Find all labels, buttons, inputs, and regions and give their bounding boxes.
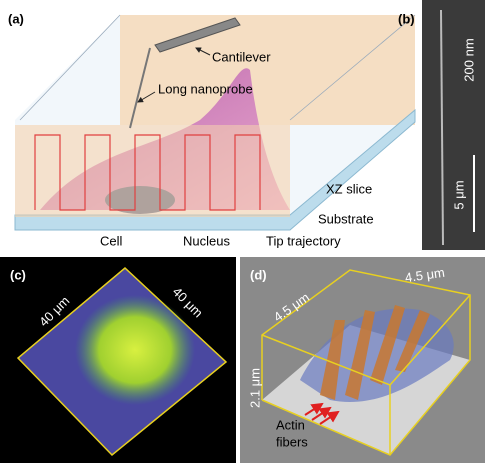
- arrow: [319, 410, 340, 425]
- panel-b: (b) 200 nm 5 μm: [398, 0, 485, 250]
- label: Cell: [100, 233, 123, 248]
- panel-a: (a) Cantilever Long nanoprobe XZ slice S…: [8, 11, 416, 248]
- pointer: [195, 47, 211, 56]
- label: Tip trajectory: [266, 233, 341, 248]
- label: fibers: [276, 434, 308, 449]
- probe: [440, 9, 444, 246]
- label: 2.1 μm: [247, 368, 262, 408]
- panel-c: (c) 40 μm 40 μm: [0, 257, 236, 463]
- cell: [75, 295, 195, 405]
- label: XZ slice: [326, 181, 372, 196]
- panel-label: (c): [10, 267, 26, 282]
- panel-label: (a): [8, 11, 24, 26]
- back-plane: [120, 15, 415, 125]
- panel-label: (d): [250, 267, 267, 282]
- arrow: [311, 406, 332, 421]
- pointer: [137, 91, 156, 103]
- label: Actin: [276, 417, 305, 432]
- cantilever: [154, 17, 241, 53]
- arrow: [304, 402, 324, 416]
- edge: [289, 14, 416, 121]
- label: Nucleus: [183, 233, 230, 248]
- label: 200 nm: [461, 38, 476, 81]
- actin-fibers: [320, 305, 430, 400]
- label: Long nanoprobe: [158, 81, 253, 96]
- label: 4.5 μm: [404, 265, 446, 285]
- sem-image: [422, 0, 485, 250]
- panel-label: (b): [398, 11, 415, 26]
- trajectory: [34, 134, 261, 211]
- edge: [19, 14, 121, 121]
- label: Cantilever: [212, 49, 271, 64]
- label: 5 μm: [451, 180, 466, 209]
- xz-slice: [15, 125, 290, 217]
- panel-d: (d) 4.5 μm 4.5 μm 2.1 μm Actin fibers: [240, 257, 485, 463]
- probe: [129, 47, 151, 129]
- label: Substrate: [318, 211, 374, 226]
